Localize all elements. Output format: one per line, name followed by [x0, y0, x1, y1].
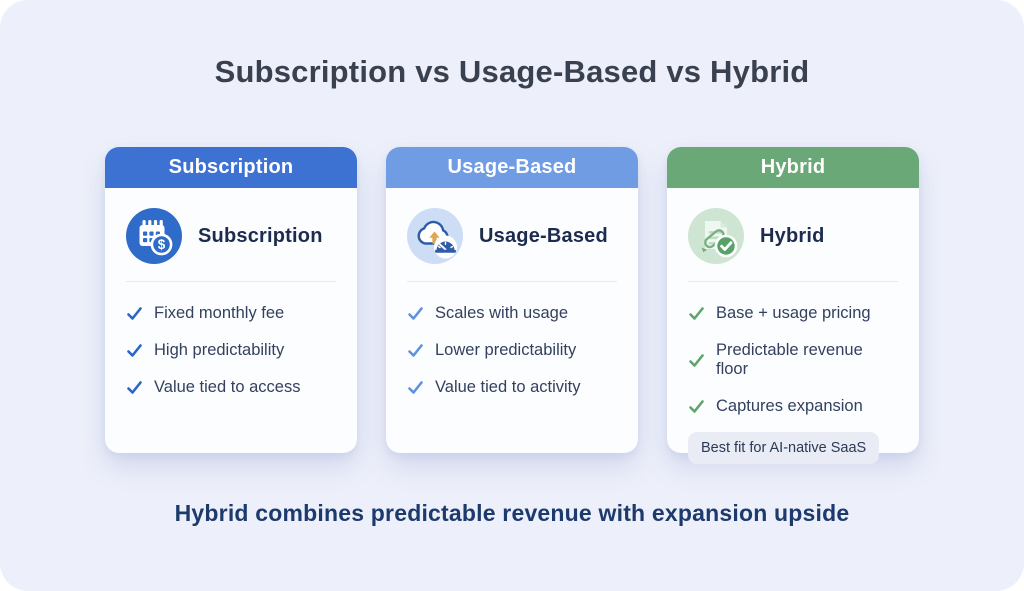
card-body: $ Subscription Fixed monthly fee — [105, 188, 357, 453]
card-hybrid: Hybrid — [667, 147, 919, 464]
document-check-icon — [688, 208, 744, 264]
icon-row: Usage-Based — [407, 188, 617, 281]
icon-row: $ Subscription — [126, 188, 336, 281]
list-item: High predictability — [126, 332, 336, 369]
card-usage-based: Usage-Based — [386, 147, 638, 453]
card-title: Usage-Based — [479, 224, 608, 247]
list-item-label: Base + usage pricing — [716, 304, 871, 322]
list-item: Predictable revenue floor — [688, 332, 898, 388]
card-subscription: Subscription — [105, 147, 357, 453]
calendar-dollar-icon: $ — [126, 208, 182, 264]
list-item-label: High predictability — [154, 341, 285, 359]
card-body: Usage-Based Scales with usage Lowe — [386, 188, 638, 453]
check-icon — [126, 305, 143, 322]
list-item-label: Scales with usage — [435, 304, 568, 322]
divider — [126, 281, 336, 282]
list-item-label: Lower predictability — [435, 341, 577, 359]
card-header-label: Hybrid — [760, 156, 826, 178]
card-header: Usage-Based — [386, 147, 638, 188]
check-icon — [407, 305, 424, 322]
card-header-label: Subscription — [168, 156, 294, 178]
card-header: Hybrid — [667, 147, 919, 188]
list-item: Base + usage pricing — [688, 295, 898, 332]
card-header-label: Usage-Based — [447, 156, 577, 178]
list-item: Value tied to activity — [407, 369, 617, 406]
list-item: Value tied to access — [126, 369, 336, 406]
check-icon — [688, 352, 705, 369]
list-item-label: Captures expansion — [716, 397, 863, 415]
check-icon — [407, 342, 424, 359]
list-item: Fixed monthly fee — [126, 295, 336, 332]
list-item: Scales with usage — [407, 295, 617, 332]
card-header: Subscription — [105, 147, 357, 188]
check-icon — [126, 379, 143, 396]
divider — [688, 281, 898, 282]
card-body: Hybrid Base + usage pricing Predic — [667, 188, 919, 464]
list-item-label: Value tied to access — [154, 378, 301, 396]
check-icon — [126, 342, 143, 359]
page-title: Subscription vs Usage-Based vs Hybrid — [214, 54, 810, 89]
list-item-label: Value tied to activity — [435, 378, 581, 396]
list-item: Captures expansion — [688, 388, 898, 425]
list-item: Lower predictability — [407, 332, 617, 369]
footer-caption: Hybrid combines predictable revenue with… — [174, 500, 850, 526]
feature-list: Base + usage pricing Predictable revenue… — [688, 282, 898, 425]
best-fit-badge: Best fit for AI-native SaaS — [688, 432, 880, 464]
feature-list: Fixed monthly fee High predictability Va… — [126, 282, 336, 406]
card-title: Subscription — [198, 224, 323, 247]
svg-text:$: $ — [158, 237, 166, 252]
icon-row: Hybrid — [688, 188, 898, 281]
cloud-gauge-icon — [407, 208, 463, 264]
check-icon — [407, 379, 424, 396]
list-item-label: Predictable revenue floor — [716, 341, 863, 378]
divider — [407, 281, 617, 282]
cards-row: Subscription — [0, 147, 1024, 464]
list-item-label: Fixed monthly fee — [154, 304, 285, 322]
card-title: Hybrid — [760, 224, 825, 247]
feature-list: Scales with usage Lower predictability V… — [407, 282, 617, 406]
check-icon — [688, 305, 705, 322]
check-icon — [688, 398, 705, 415]
